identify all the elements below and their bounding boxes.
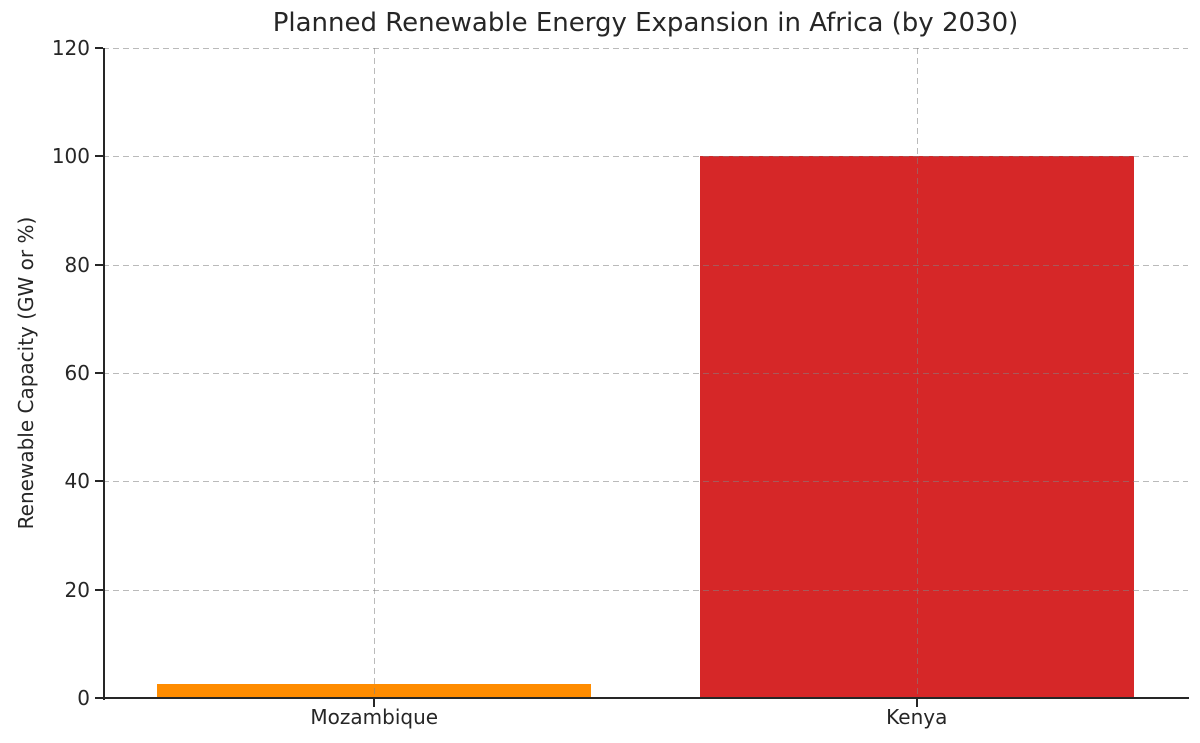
x-axis-spine (103, 697, 1189, 699)
x-tick-label: Kenya (886, 705, 948, 729)
y-tick-mark (95, 47, 103, 49)
y-tick-mark (95, 697, 103, 699)
y-tick-label: 40 (64, 469, 90, 494)
y-tick-label: 100 (51, 144, 90, 169)
bar-kenya (699, 156, 1134, 698)
y-axis-spine (103, 48, 105, 700)
y-tick-mark (95, 155, 103, 158)
y-tick-label: 60 (64, 361, 90, 385)
y-tick-label: 80 (64, 252, 90, 277)
y-tick-label: 20 (64, 577, 90, 602)
y-tick-mark (95, 263, 103, 266)
x-tick-mark (373, 699, 376, 707)
plot-area (103, 48, 1188, 698)
x-tick-label: Mozambique (310, 705, 439, 729)
bar-mozambique (157, 684, 592, 698)
x-tick-mark (915, 699, 918, 707)
y-tick-mark (95, 480, 103, 483)
y-tick-label: 120 (51, 36, 90, 60)
y-tick-mark (95, 588, 103, 591)
y-tick-mark (95, 372, 103, 374)
y-tick-label: 0 (77, 686, 90, 710)
chart-title: Planned Renewable Energy Expansion in Af… (272, 8, 1019, 38)
bars-layer (103, 48, 1188, 698)
